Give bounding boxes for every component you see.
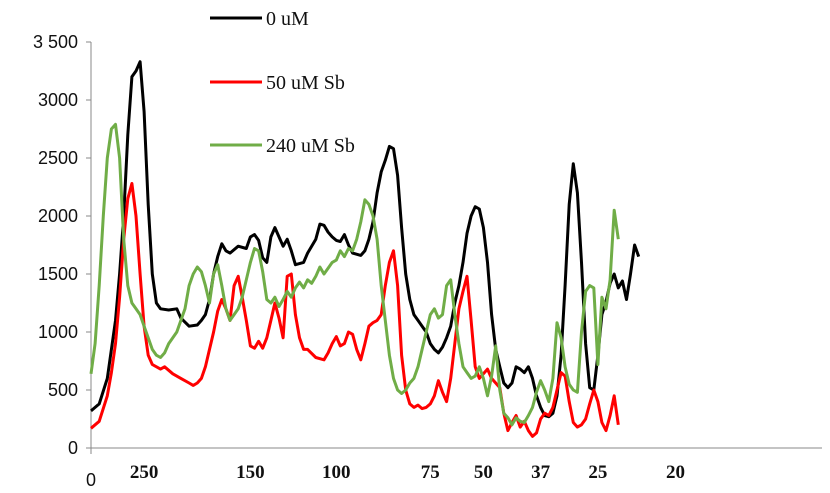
y-tick-label: 500 — [48, 380, 78, 400]
y-tick-label: 3000 — [38, 90, 78, 110]
x-origin-label: 0 — [86, 470, 96, 490]
x-axis-tick-labels: 0 250 150 100 75 50 37 25 20 — [86, 448, 685, 490]
x-marker-label: 50 — [474, 462, 493, 483]
legend-label-0-uM: 0 uM — [266, 8, 309, 30]
y-tick-label: 3 500 — [33, 32, 78, 52]
y-tick-label: 2500 — [38, 148, 78, 168]
x-marker-label: 37 — [531, 462, 551, 483]
y-axis-tick-labels: 0 500 1000 1500 2000 2500 3000 3 500 — [33, 32, 91, 458]
y-tick-label: 0 — [68, 438, 78, 458]
series-line-1 — [90, 182, 620, 438]
series-line-2 — [89, 122, 620, 427]
y-tick-label: 1000 — [38, 322, 78, 342]
y-tick-label: 1500 — [38, 264, 78, 284]
axes — [90, 42, 822, 449]
y-tick-label: 2000 — [38, 206, 78, 226]
series-line-0 — [90, 60, 641, 419]
x-marker-label: 25 — [588, 462, 607, 483]
legend: 0 uM 50 uM Sb 240 uM Sb — [210, 8, 355, 157]
series-lines — [89, 60, 641, 438]
x-marker-label: 250 — [130, 462, 159, 483]
x-marker-label: 20 — [666, 462, 685, 483]
x-marker-label: 100 — [322, 462, 351, 483]
legend-label-240-uM-Sb: 240 uM Sb — [266, 135, 355, 157]
legend-label-50-uM-Sb: 50 uM Sb — [266, 72, 345, 94]
x-marker-label: 150 — [236, 462, 265, 483]
x-marker-label: 75 — [421, 462, 440, 483]
